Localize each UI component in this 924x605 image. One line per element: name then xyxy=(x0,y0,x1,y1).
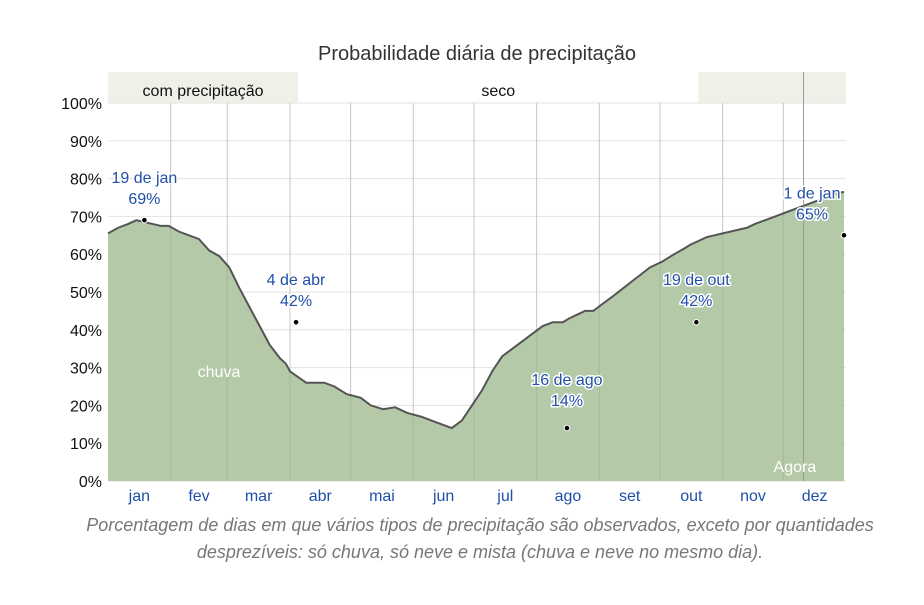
annotation-date: 16 de ago xyxy=(531,372,602,389)
annotation-dot xyxy=(141,216,148,224)
y-tick-label: 60% xyxy=(70,247,102,264)
chart-caption: Porcentagem de dias em que vários tipos … xyxy=(86,515,874,562)
y-tick-label: 70% xyxy=(70,209,102,226)
annotation-date: 4 de abr xyxy=(267,272,326,289)
annotation-dot xyxy=(840,232,848,239)
y-tick-label: 50% xyxy=(70,285,102,302)
annotation-dot xyxy=(563,424,571,432)
y-tick-label: 100% xyxy=(61,96,102,113)
annotation-value: 42% xyxy=(280,293,312,310)
annotation-date: 19 de out xyxy=(663,272,730,289)
y-tick-label: 20% xyxy=(70,398,102,415)
x-tick-label: ago xyxy=(555,488,582,505)
annotation-value: 42% xyxy=(680,293,712,310)
annotation-dot xyxy=(693,318,700,326)
x-tick-label: abr xyxy=(309,488,333,505)
annotation-date: 19 de jan xyxy=(111,170,177,187)
y-tick-label: 90% xyxy=(70,134,102,151)
y-tick-label: 80% xyxy=(70,172,102,189)
x-tick-label: mai xyxy=(369,488,395,505)
y-tick-label: 10% xyxy=(70,436,102,453)
annotations: 19 de jan 69% 4 de abr 42% 16 de ago 14% 19 de… xyxy=(110,169,848,432)
season-band-label: seco xyxy=(481,83,515,100)
x-tick-label: out xyxy=(680,488,703,505)
season-band-label: com precipitação xyxy=(143,83,264,100)
y-axis: 0% 10% 20% 30% 40% 50% 60% 70% 80% 90% 100% xyxy=(61,96,102,491)
series-label: chuva xyxy=(198,364,241,381)
y-tick-label: 40% xyxy=(70,323,102,340)
annotation-value: 69% xyxy=(128,191,160,208)
season-band-1 xyxy=(298,72,699,103)
precipitation-area: Agora chuva xyxy=(107,72,845,481)
annotation-date: 1 de jan xyxy=(784,185,841,202)
season-bands: com precipitação seco xyxy=(108,72,846,103)
chart-title: Probabilidade diária de precipitação xyxy=(318,43,636,65)
y-tick-label: 30% xyxy=(70,361,102,378)
season-band-0 xyxy=(108,72,299,103)
season-band-2 xyxy=(698,72,846,103)
chuva-area xyxy=(108,191,844,481)
x-tick-label: jun xyxy=(432,488,454,505)
x-tick-label: set xyxy=(619,488,641,505)
x-tick-label: jan xyxy=(128,488,150,505)
x-tick-label: jul xyxy=(496,488,513,505)
chuva-line xyxy=(107,190,845,430)
x-tick-label: nov xyxy=(740,488,766,505)
annotation-dot xyxy=(292,318,300,326)
y-tick-label: 0% xyxy=(79,474,102,491)
now-label: Agora xyxy=(774,459,817,476)
annotation-value: 14% xyxy=(551,393,583,410)
x-tick-label: mar xyxy=(245,488,273,505)
annotation-value: 65% xyxy=(796,206,828,223)
x-tick-label: dez xyxy=(802,488,828,505)
x-axis: jan fev mar abr mai jun jul ago set out nov dez xyxy=(128,488,828,505)
x-tick-label: fev xyxy=(188,488,209,505)
